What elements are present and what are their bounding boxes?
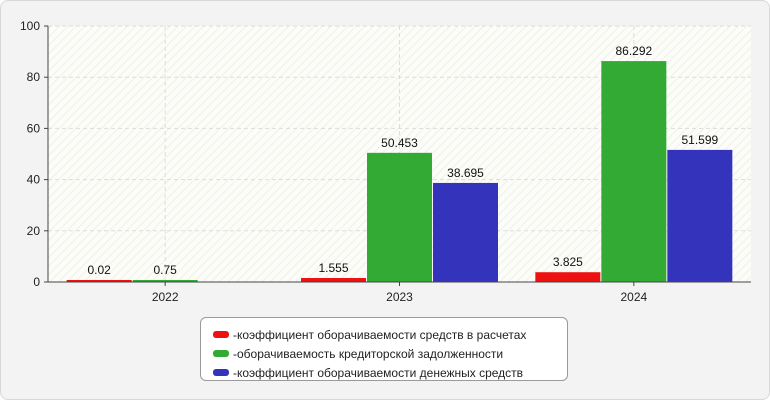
bars xyxy=(66,61,733,282)
bar xyxy=(667,149,733,282)
bar xyxy=(301,278,366,282)
legend-prefix: - xyxy=(233,365,237,380)
data-label: 38.695 xyxy=(447,166,484,180)
bar xyxy=(601,61,667,282)
data-label: 86.292 xyxy=(615,44,652,58)
data-label: 0.75 xyxy=(153,263,177,277)
legend-item: - коэффициент оборачиваемости денежных с… xyxy=(213,363,567,382)
y-tick-label: 0 xyxy=(33,275,40,289)
x-tick-label: 2022 xyxy=(152,290,179,304)
data-label: 50.453 xyxy=(381,136,418,150)
legend-item: - коэффициент оборачиваемости средств в … xyxy=(213,325,567,344)
legend-label: коэффициент оборачиваемости средств в ра… xyxy=(237,327,527,342)
legend-label: коэффициент оборачиваемости денежных сре… xyxy=(237,365,524,380)
data-label: 1.555 xyxy=(318,261,348,275)
data-label: 0.02 xyxy=(87,263,111,277)
y-tick-label: 100 xyxy=(20,19,40,33)
legend-swatch-icon xyxy=(213,331,229,338)
x-tick-label: 2024 xyxy=(620,290,647,304)
y-tick-label: 80 xyxy=(27,70,41,84)
legend-prefix: - xyxy=(233,327,237,342)
data-label: 51.599 xyxy=(681,133,718,147)
legend-prefix: - xyxy=(233,346,237,361)
bar xyxy=(535,272,601,282)
bar xyxy=(433,182,498,282)
legend-item: - оборачиваемость кредиторской задолженн… xyxy=(213,344,567,363)
bar xyxy=(367,152,432,282)
legend-label: оборачиваемость кредиторской задолженнос… xyxy=(237,346,504,361)
y-tick-label: 60 xyxy=(27,121,41,135)
y-tick-label: 40 xyxy=(27,173,41,187)
y-tick-label: 20 xyxy=(27,224,41,238)
data-labels: 0.02 1.555 3.825 0.75 50.453 86.292 38.695 51.5… xyxy=(87,44,718,277)
axes: 0 20 40 60 80 100 2022 2023 2024 xyxy=(20,19,751,304)
bar xyxy=(66,280,132,282)
legend-swatch-icon xyxy=(213,350,229,357)
bar xyxy=(132,280,198,282)
x-tick-label: 2023 xyxy=(386,290,413,304)
legend-swatch-icon xyxy=(213,369,229,376)
legend: - коэффициент оборачиваемости средств в … xyxy=(200,317,568,381)
data-label: 3.825 xyxy=(553,255,583,269)
